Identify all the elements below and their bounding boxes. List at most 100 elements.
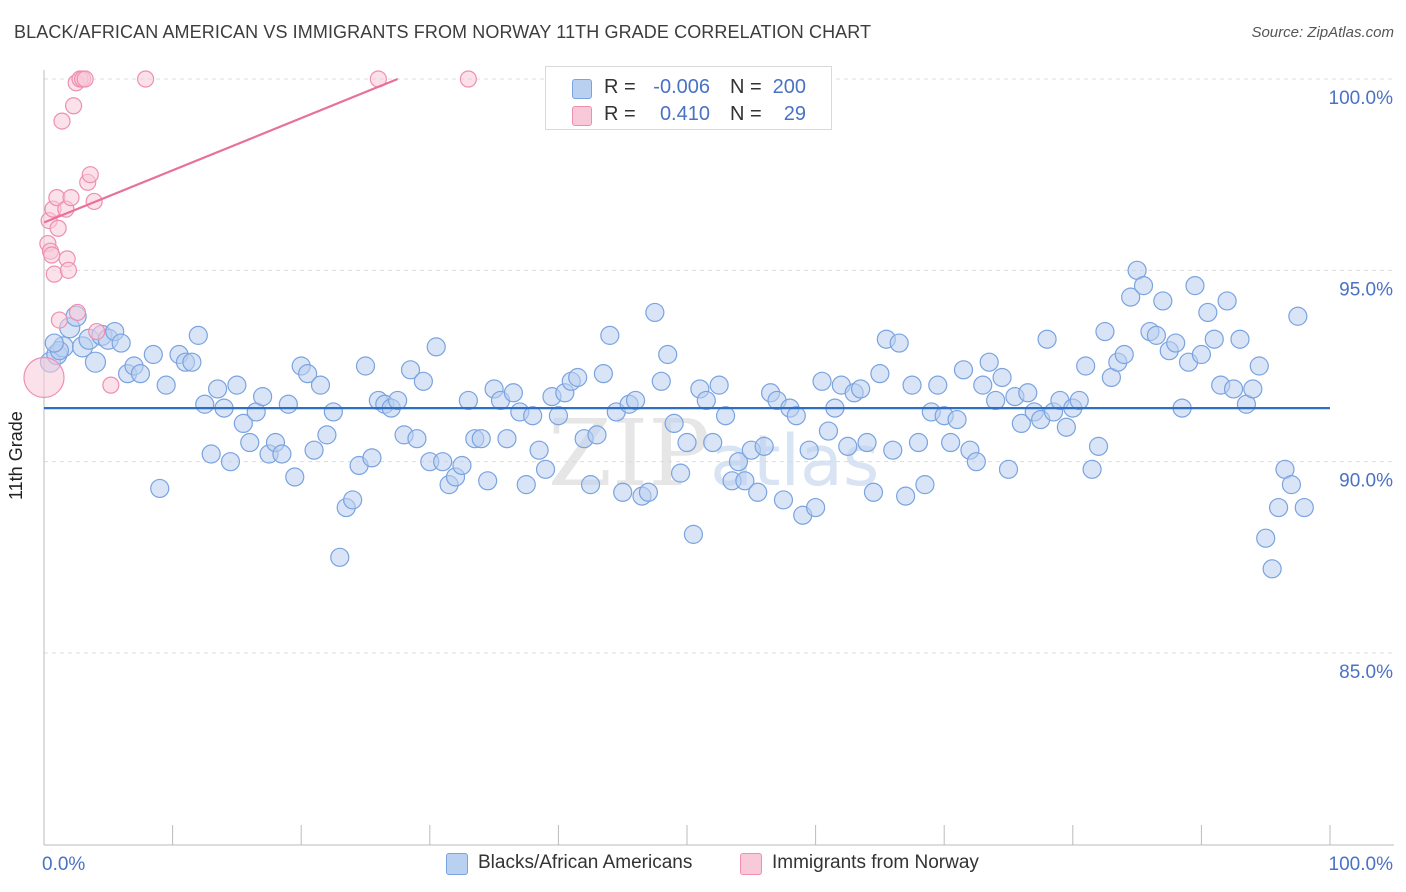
legend-n-value: 29 (783, 103, 806, 125)
data-point-blue (1133, 276, 1154, 296)
data-point-blue (1018, 383, 1038, 403)
data-point-pink (59, 261, 78, 279)
data-point-blue (1262, 559, 1282, 579)
data-point-blue (1217, 291, 1237, 311)
data-point-blue (478, 471, 498, 491)
legend-r-label: R = (604, 103, 636, 125)
data-point-blue (883, 440, 903, 460)
data-point-blue (1223, 379, 1244, 399)
data-point-blue (908, 432, 929, 453)
data-point-blue (188, 325, 208, 345)
data-point-pink (64, 97, 83, 115)
data-point-blue (201, 444, 221, 464)
data-point-blue (285, 467, 305, 487)
data-point-pink (88, 322, 106, 341)
data-point-blue (966, 452, 986, 472)
data-point-blue (452, 455, 472, 476)
data-point-blue (1011, 413, 1031, 433)
data-point-blue (587, 425, 607, 445)
data-point-blue (516, 475, 536, 495)
data-point-blue (529, 440, 549, 460)
legend-swatch-pink (572, 106, 592, 126)
data-point-blue (1243, 379, 1263, 399)
data-point-blue (696, 390, 716, 411)
data-point-blue (1114, 344, 1134, 365)
data-point-blue (130, 364, 151, 384)
data-point-blue (786, 406, 806, 426)
data-point-blue (1037, 329, 1057, 349)
data-point-blue (143, 344, 163, 365)
data-point-blue (156, 375, 176, 395)
data-point-blue (233, 413, 253, 433)
trend-line-pink (43, 77, 399, 224)
data-point-blue (670, 463, 691, 483)
data-point-blue (1146, 325, 1166, 345)
data-point-blue (497, 429, 517, 449)
data-point-blue (304, 440, 324, 460)
legend-r-value: -0.006 (653, 76, 710, 98)
data-point-pink (76, 70, 94, 88)
data-point-blue (973, 375, 993, 395)
x-tick-label: 100.0% (1329, 854, 1394, 875)
y-axis-label: 11th Grade (6, 411, 26, 500)
data-point-blue (503, 383, 523, 403)
data-point-blue (1166, 333, 1186, 353)
data-point-blue (1082, 459, 1102, 479)
data-point-blue (857, 432, 877, 453)
data-point-blue (748, 482, 768, 502)
data-point-blue (111, 333, 131, 353)
source-label: Source: ZipAtlas.com (1251, 24, 1394, 41)
data-point-blue (535, 459, 556, 479)
data-point-blue (208, 379, 228, 399)
data-point-pink (45, 265, 63, 283)
data-point-blue (1088, 436, 1109, 456)
data-point-blue (523, 406, 543, 426)
data-point-blue (851, 379, 871, 399)
series-pink-points (23, 70, 477, 399)
data-point-blue (645, 302, 665, 323)
data-point-blue (1281, 475, 1302, 495)
data-point-blue (709, 375, 729, 395)
data-point-blue (600, 325, 620, 345)
data-point-pink (136, 70, 155, 88)
data-point-pink (49, 219, 67, 237)
data-point-blue (568, 367, 588, 388)
data-point-blue (1056, 417, 1076, 437)
data-point-blue (323, 402, 343, 422)
data-point-blue (1230, 329, 1250, 349)
data-point-blue (362, 448, 382, 468)
legend-n-label: N = (730, 76, 762, 98)
data-point-blue (889, 333, 909, 353)
data-point-blue (805, 497, 826, 518)
data-point-blue (182, 352, 202, 372)
bottom-legend-label-pink: Immigrants from Norway (772, 852, 979, 873)
data-point-blue (1185, 276, 1205, 296)
data-point-blue (407, 429, 427, 449)
data-point-blue (343, 490, 363, 510)
data-point-blue (330, 547, 350, 567)
data-point-blue (715, 406, 736, 426)
legend-swatch-blue (572, 79, 592, 99)
data-point-blue (664, 413, 684, 433)
data-point-blue (433, 452, 453, 472)
data-point-pink (43, 246, 61, 264)
data-point-pink (23, 356, 65, 399)
data-point-pink (102, 376, 120, 394)
data-point-pink (68, 303, 87, 322)
data-point-blue (278, 394, 298, 414)
data-point-blue (1249, 356, 1269, 376)
data-point-blue (471, 429, 491, 449)
data-point-blue (818, 421, 839, 441)
data-point-blue (998, 459, 1019, 479)
data-point-blue (1204, 329, 1224, 349)
y-tick-label: 95.0% (1339, 279, 1393, 300)
legend-n-value: 200 (772, 76, 806, 98)
data-point-blue (773, 490, 794, 510)
data-point-blue (979, 352, 999, 372)
data-point-blue (298, 364, 318, 384)
data-point-blue (986, 390, 1006, 411)
data-point-pink (459, 70, 477, 88)
data-point-pink (53, 112, 71, 130)
data-point-blue (355, 356, 376, 376)
data-point-blue (735, 471, 755, 491)
